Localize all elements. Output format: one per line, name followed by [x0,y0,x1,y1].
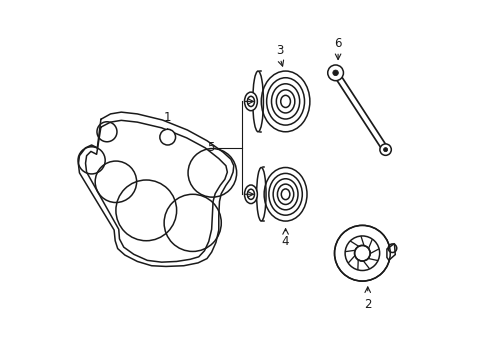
Circle shape [334,225,389,281]
Circle shape [327,65,343,81]
Ellipse shape [244,92,257,111]
Circle shape [160,129,175,145]
Circle shape [383,148,387,152]
Text: 5: 5 [207,141,214,154]
Text: 2: 2 [363,298,371,311]
Text: 1: 1 [163,111,171,123]
Text: 4: 4 [281,235,289,248]
Text: 3: 3 [276,44,284,57]
Circle shape [379,144,390,156]
Circle shape [345,236,379,270]
Polygon shape [386,243,394,260]
Text: 6: 6 [334,37,341,50]
Ellipse shape [244,185,257,203]
Circle shape [332,70,338,76]
Circle shape [354,246,369,261]
